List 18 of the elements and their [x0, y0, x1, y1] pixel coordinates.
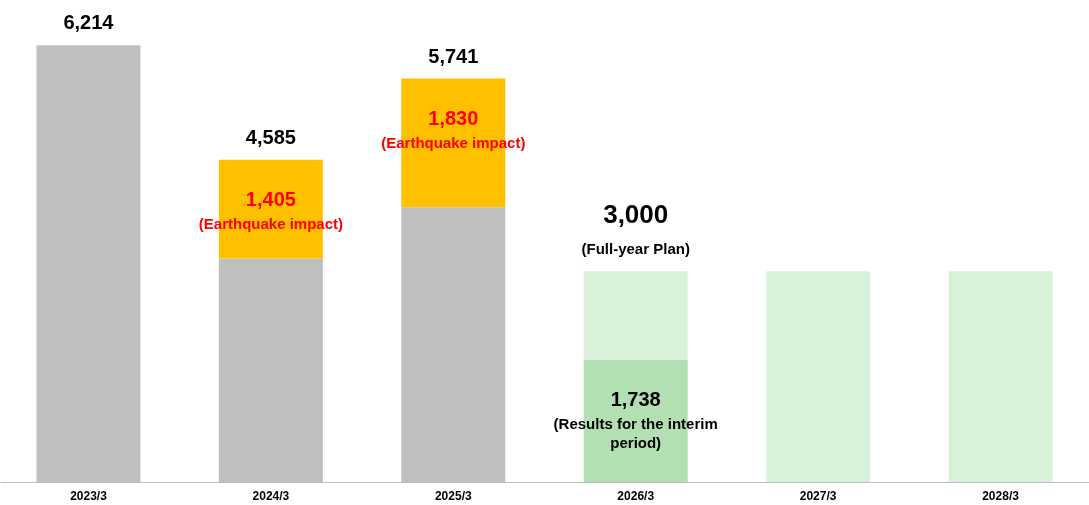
x-tick-label: 2023/3 — [70, 488, 108, 503]
total-label: 6,214 — [63, 11, 115, 34]
x-tick-label: 2028/3 — [982, 488, 1020, 503]
total-label: 4,585 — [245, 125, 296, 148]
data-label: 1,738 — [610, 387, 661, 410]
bar — [948, 271, 1053, 482]
x-tick-label: 2027/3 — [799, 488, 837, 503]
bar — [583, 271, 688, 360]
data-label: 1,405 — [245, 187, 296, 210]
x-tick-label: 2026/3 — [617, 488, 655, 503]
x-tick-label: 2025/3 — [434, 488, 472, 503]
annotation: (Full-year Plan) — [581, 240, 690, 258]
total-label: 3,000 — [603, 199, 669, 230]
data-label: 1,830 — [428, 106, 479, 129]
total-label: 5,741 — [428, 44, 479, 67]
x-tick-label: 2024/3 — [252, 488, 290, 503]
bar — [766, 271, 871, 482]
annotation: (Results for the interim period) — [553, 414, 718, 451]
